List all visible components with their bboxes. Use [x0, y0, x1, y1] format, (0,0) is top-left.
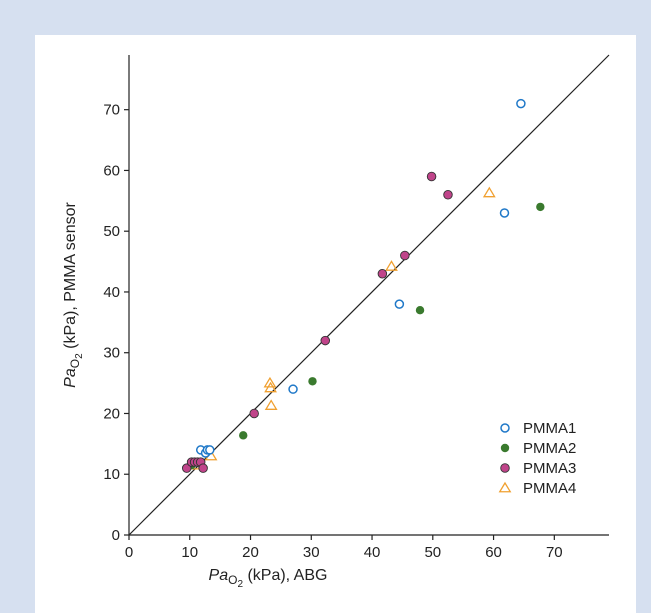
y-axis-title-subsub: 2	[74, 353, 85, 359]
legend-marker-pmma4	[498, 481, 512, 493]
y-tick-label: 40	[103, 284, 120, 301]
x-tick-label: 40	[364, 544, 381, 561]
pmma3-point	[443, 189, 453, 200]
pmma3-point	[249, 408, 259, 419]
y-tick-label: 20	[103, 405, 120, 422]
x-tick-label: 50	[424, 544, 441, 561]
x-tick-label: 10	[181, 544, 198, 561]
y-axis-title-italic: Pa	[62, 368, 79, 388]
legend-label-pmma3: PMMA3	[523, 460, 576, 477]
x-axis-title-subsub: 2	[237, 579, 243, 590]
pmma4-point	[482, 186, 496, 198]
legend-label-pmma1: PMMA1	[523, 420, 576, 437]
legend-marker-pmma2	[500, 443, 510, 453]
pmma2-point	[308, 377, 317, 386]
y-tick-label: 30	[103, 345, 120, 362]
y-tick-label: 50	[103, 223, 120, 240]
pmma4-point	[263, 376, 277, 388]
x-tick-label: 30	[303, 544, 320, 561]
y-axis-title: PaO2 (kPa), PMMA sensor	[62, 202, 85, 388]
legend-label-pmma2: PMMA2	[523, 440, 576, 457]
legend-marker-pmma1	[500, 423, 510, 433]
pmma2-point	[536, 202, 545, 212]
pmma3-point	[198, 463, 208, 473]
y-tick-label: 10	[103, 466, 120, 483]
x-axis-title-sub: O	[228, 573, 237, 587]
pmma4-point	[385, 260, 398, 271]
pmma1-point	[394, 299, 405, 309]
pmma2-point	[415, 305, 425, 315]
pmma3-point	[320, 335, 331, 346]
pmma3-point	[181, 463, 192, 473]
x-axis-title: PaO2 (kPa), ABG	[209, 567, 328, 590]
chart-panel: 0 10 20 30 40 50 60 70 0 10 20 30 40 50 60 70 PMMA1 PMMA2…	[35, 35, 636, 613]
y-tick-label: 60	[103, 162, 120, 179]
y-axis-title-rest: (kPa), PMMA sensor	[62, 202, 79, 354]
x-axis-title-italic: Pa	[209, 567, 229, 584]
pmma2-point	[239, 431, 248, 440]
x-tick-label: 20	[242, 544, 259, 561]
pmma1-point	[516, 98, 526, 109]
x-tick-label: 70	[546, 544, 563, 561]
y-axis-title-sub: O	[68, 359, 82, 368]
pmma3-point	[400, 250, 410, 261]
x-tick-label: 0	[125, 544, 133, 561]
scatter-chart: 0 10 20 30 40 50 60 70 0 10 20 30 40 50 60 70 PMMA1 PMMA2…	[62, 54, 610, 590]
y-tick-label: 70	[103, 102, 120, 119]
pmma3-point	[377, 268, 388, 279]
pmma1-point	[288, 384, 298, 394]
legend-label-pmma4: PMMA4	[523, 480, 576, 497]
x-axis-title-rest: (kPa), ABG	[243, 567, 327, 584]
pmma1-point	[499, 208, 510, 218]
y-tick-label: 0	[112, 527, 120, 544]
x-tick-label: 60	[485, 544, 502, 561]
pmma4-point	[264, 381, 277, 393]
pmma3-point	[426, 171, 437, 182]
pmma4-point	[264, 399, 278, 410]
legend-marker-pmma3	[500, 463, 510, 473]
pmma1-point	[205, 445, 215, 455]
